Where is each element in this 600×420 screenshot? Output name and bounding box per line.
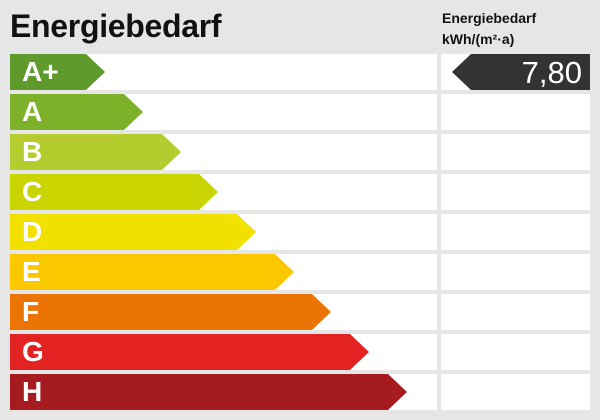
energy-row: B bbox=[10, 134, 590, 170]
energy-class-label: C bbox=[22, 176, 43, 207]
value-cell bbox=[441, 214, 590, 250]
scale-cell: C bbox=[10, 174, 437, 210]
energy-row: E bbox=[10, 254, 590, 290]
energy-class-label: H bbox=[22, 376, 43, 407]
unit-label-line2: kWh/(m²·a) bbox=[442, 31, 515, 47]
unit-label: Energiebedarf kWh/(m²·a) bbox=[442, 8, 536, 50]
energy-class-bar: C bbox=[10, 174, 218, 210]
value-cell bbox=[441, 294, 590, 330]
value-cell bbox=[441, 174, 590, 210]
energy-class-label: A bbox=[22, 96, 43, 127]
energy-row: A+ 7,80 bbox=[10, 54, 590, 90]
energy-class-bar: G bbox=[10, 334, 369, 370]
energy-class-label: D bbox=[22, 216, 43, 247]
value-indicator: 7,80 bbox=[452, 54, 590, 90]
value-cell bbox=[441, 94, 590, 130]
value-cell bbox=[441, 134, 590, 170]
energy-class-bar: A+ bbox=[10, 54, 105, 90]
energy-row: G bbox=[10, 334, 590, 370]
scale-cell: F bbox=[10, 294, 437, 330]
energy-class-label: G bbox=[22, 336, 44, 367]
unit-label-line1: Energiebedarf bbox=[442, 10, 537, 26]
page-title: Energiebedarf bbox=[10, 8, 222, 44]
energy-class-bar: B bbox=[10, 134, 181, 170]
scale-cell: E bbox=[10, 254, 437, 290]
energy-row: D bbox=[10, 214, 590, 250]
energy-class-bar: H bbox=[10, 374, 407, 410]
scale-cell: D bbox=[10, 214, 437, 250]
energy-class-bar: A bbox=[10, 94, 143, 130]
energy-row: A bbox=[10, 94, 590, 130]
energy-row: F bbox=[10, 294, 590, 330]
energy-class-label: A+ bbox=[22, 56, 59, 87]
value-cell bbox=[441, 334, 590, 370]
value-cell bbox=[441, 254, 590, 290]
scale-cell: A+ bbox=[10, 54, 437, 90]
scale-cell: B bbox=[10, 134, 437, 170]
energy-class-label: F bbox=[22, 296, 40, 327]
scale-cell: G bbox=[10, 334, 437, 370]
energy-class-bar: F bbox=[10, 294, 331, 330]
scale-cell: H bbox=[10, 374, 437, 410]
value-cell: 7,80 bbox=[441, 54, 590, 90]
energy-class-bar: D bbox=[10, 214, 256, 250]
energy-class-label: B bbox=[22, 136, 43, 167]
energy-class-label: E bbox=[22, 256, 41, 287]
scale-cell: A bbox=[10, 94, 437, 130]
energy-row: H bbox=[10, 374, 590, 410]
value-text: 7,80 bbox=[521, 55, 582, 90]
energy-row: C bbox=[10, 174, 590, 210]
value-cell bbox=[441, 374, 590, 410]
energy-class-bar: E bbox=[10, 254, 294, 290]
